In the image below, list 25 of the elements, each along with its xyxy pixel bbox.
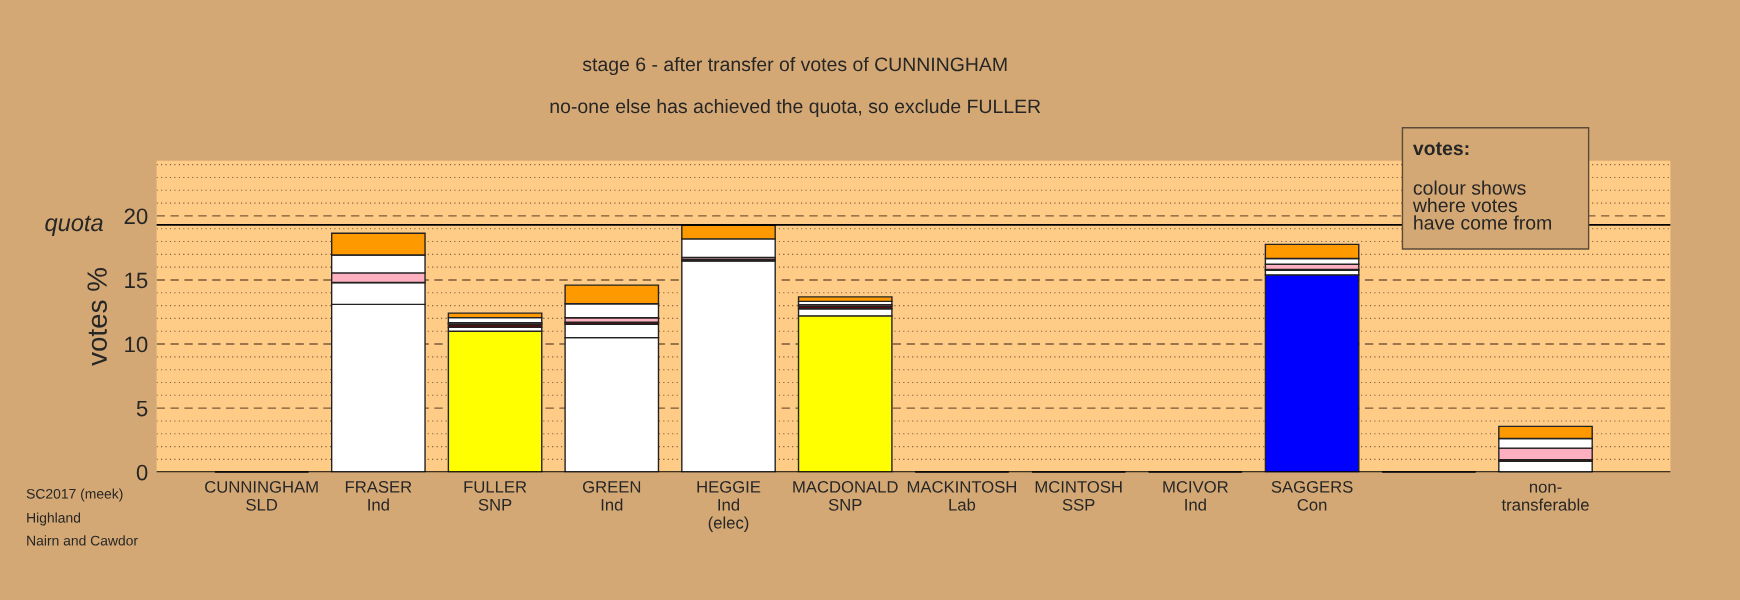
x-tick-label: MCIVOR Ind bbox=[1163, 480, 1228, 511]
text: SC2017 (meek) bbox=[26, 488, 123, 502]
ref-line-label: quota bbox=[45, 215, 103, 236]
annotation: colour shows where votes have come from bbox=[1412, 180, 1551, 230]
x-tick-label: FULLER SNP bbox=[464, 481, 527, 511]
y-tick-label: 5 bbox=[136, 400, 148, 417]
y-tick-label: 0 bbox=[136, 464, 148, 481]
text: Nairn and Cawdor bbox=[27, 535, 138, 546]
x-tick-label: MACKINTOSH Lab bbox=[907, 480, 1016, 511]
y-tick-label: 10 bbox=[125, 336, 148, 353]
chart-subtitle: no-one else has achieved the quota, so exclude FULLER bbox=[550, 98, 1041, 118]
x-tick-label: MACDONALD SNP bbox=[793, 480, 898, 511]
y-tick-label: 20 bbox=[124, 208, 148, 225]
y-axis-title: votes % bbox=[87, 268, 107, 366]
y-tick-label: 15 bbox=[125, 272, 148, 289]
text: votes: bbox=[1412, 142, 1469, 156]
x-tick-label: FRASER Ind bbox=[345, 480, 412, 511]
x-tick-label: SAGGERS Con bbox=[1271, 480, 1353, 511]
x-tick-label: HEGGIE Ind (elec) bbox=[697, 480, 761, 532]
chart-title: stage 6 - after transfer of votes of CUNNINGHAM bbox=[582, 56, 1007, 76]
x-tick-label: CUNNINGHAM SLD bbox=[205, 480, 318, 511]
x-tick-label: GREEN Ind bbox=[582, 480, 641, 511]
text: Highland bbox=[27, 512, 81, 526]
x-tick-label: non- transferable bbox=[1501, 483, 1589, 511]
x-tick-label: MCINTOSH SSP bbox=[1035, 480, 1122, 511]
